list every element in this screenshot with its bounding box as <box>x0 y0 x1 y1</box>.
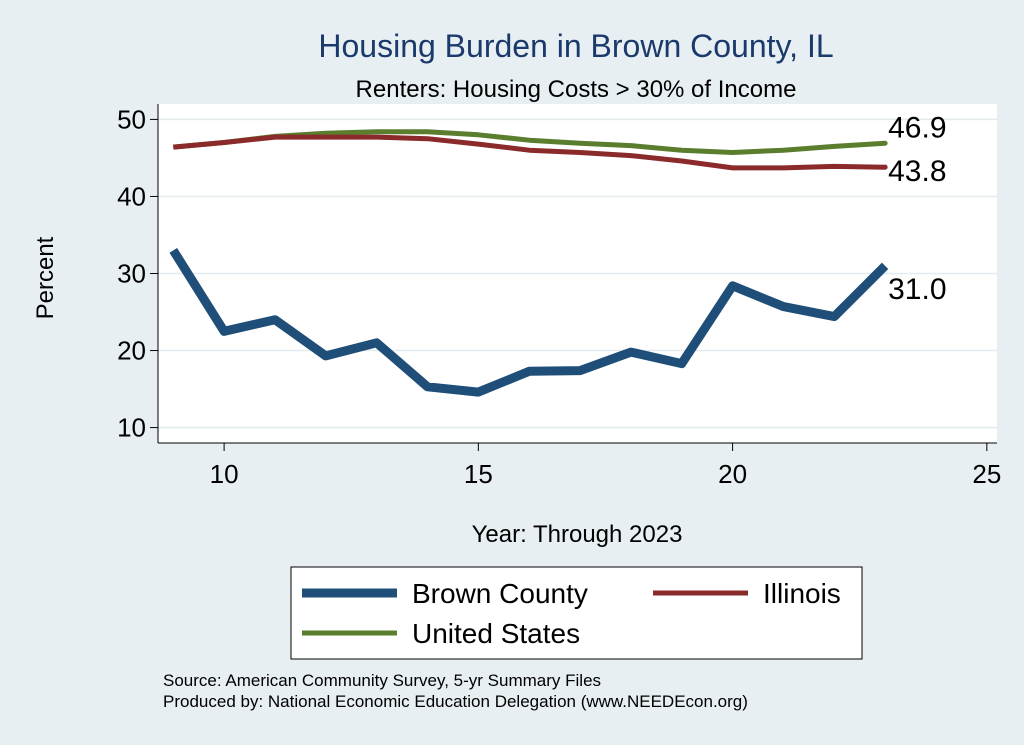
y-tick-label: 40 <box>117 181 146 211</box>
x-tick-label: 20 <box>718 459 747 489</box>
y-tick-label: 20 <box>117 336 146 366</box>
end-label-illinois: 43.8 <box>888 155 946 188</box>
x-tick-label: 10 <box>210 459 239 489</box>
end-point-united-states <box>882 140 888 146</box>
end-labels: 46.9 43.8 31.0 <box>888 111 946 306</box>
x-axis-title: Year: Through 2023 <box>472 521 683 548</box>
series-line-brown-county <box>169 248 889 397</box>
chart-subtitle: Renters: Housing Costs > 30% of Income <box>356 76 797 103</box>
series-line-illinois <box>173 134 886 171</box>
legend-label-illinois: Illinois <box>763 578 841 609</box>
x-tick-label: 15 <box>464 459 493 489</box>
end-label-united-states: 46.9 <box>888 111 946 144</box>
legend-label-brown-county: Brown County <box>412 578 588 609</box>
y-tick-label: 30 <box>117 259 146 289</box>
legend-label-united-states: United States <box>412 618 580 649</box>
y-axis-title: Percent <box>32 236 59 319</box>
produced-by-note: Produced by: National Economic Education… <box>163 692 748 711</box>
series-lines <box>169 129 889 397</box>
chart-title: Housing Burden in Brown County, IL <box>318 28 833 64</box>
x-tick-label: 25 <box>972 459 1001 489</box>
y-tick-label: 50 <box>117 104 146 134</box>
legend-box <box>290 566 863 660</box>
end-point-illinois <box>882 164 888 170</box>
legend: Brown County Illinois United States <box>302 578 841 649</box>
axis-ticks: 10 20 30 40 50 10 15 20 25 <box>117 104 1001 489</box>
source-note: Source: American Community Survey, 5-yr … <box>163 671 601 690</box>
y-tick-label: 10 <box>117 413 146 443</box>
grid-lines <box>158 118 997 429</box>
end-label-brown-county: 31.0 <box>888 273 946 306</box>
